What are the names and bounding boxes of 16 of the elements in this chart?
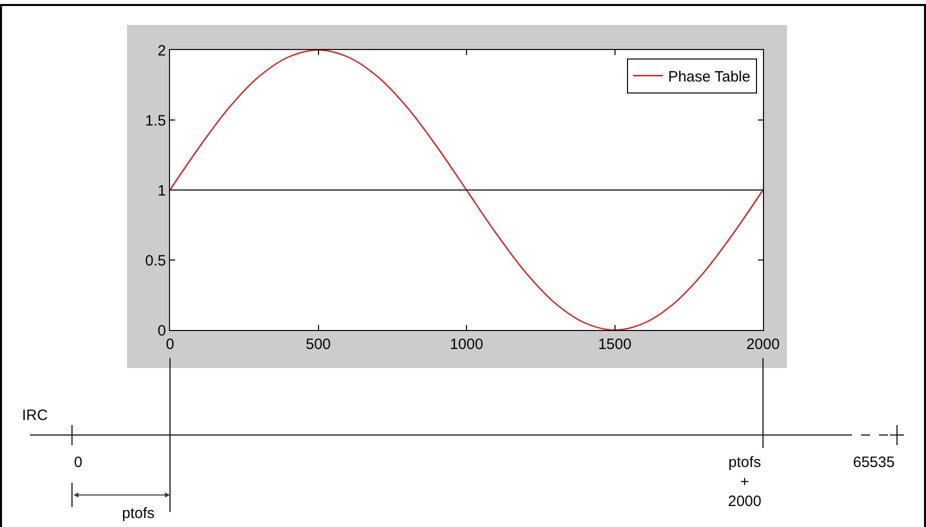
line-series [170,50,763,330]
text: 65535 [853,454,895,471]
y-tick-label: 0 [158,322,166,340]
x-tick-label: 1000 [450,336,484,353]
legend-label: Phase Table [668,68,750,86]
x-tick-label: 2000 [746,336,780,353]
text: ptofs [122,505,155,522]
x-tick-label: 500 [306,336,331,353]
y-tick-label: 2 [158,42,166,60]
text: IRC [22,407,48,424]
y-tick-label: 0.5 [145,252,166,270]
x-tick-label: 1500 [598,336,632,353]
text: ptofs + 2000 [728,454,762,510]
y-tick-label: 1 [158,182,166,200]
y-tick-label: 1.5 [145,112,166,130]
text: 0 [74,454,82,471]
